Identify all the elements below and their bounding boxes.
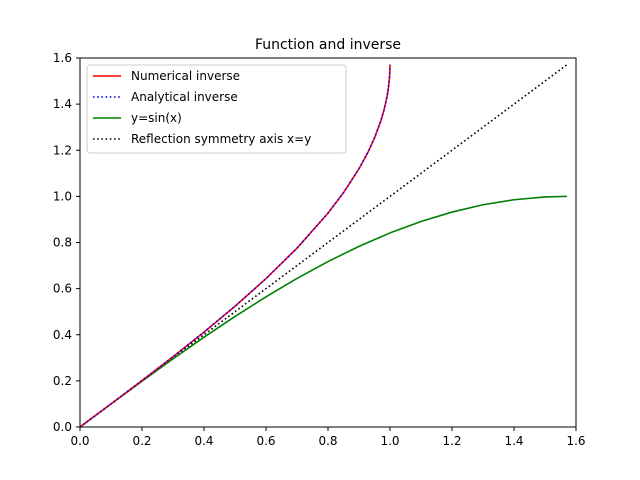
x-tick-label: 0.2 xyxy=(132,434,151,448)
y-tick-label: 1.2 xyxy=(53,143,72,157)
legend-label: Analytical inverse xyxy=(131,90,238,104)
legend-label: y=sin(x) xyxy=(131,111,182,125)
y-tick-label: 0.2 xyxy=(53,374,72,388)
legend-box xyxy=(86,64,347,154)
plot-area xyxy=(79,64,568,428)
y-tick-label: 0.4 xyxy=(53,328,72,342)
series-line-1 xyxy=(79,64,391,428)
series-line-2 xyxy=(79,195,567,428)
y-tick-label: 0.6 xyxy=(53,282,72,296)
chart-title: Function and inverse xyxy=(255,37,401,53)
x-tick-label: 1.4 xyxy=(504,434,523,448)
y-tick-label: 0.8 xyxy=(53,236,72,250)
x-tick-label: 0.4 xyxy=(194,434,213,448)
legend-label: Reflection symmetry axis x=y xyxy=(131,132,311,146)
y-tick-label: 1.4 xyxy=(53,97,72,111)
axis-ticks: 0.0 0.2 0.4 0.6 0.8 1.0 1.2 1.4 1.6 0.0 0.2 0.4 0.6 0… xyxy=(53,51,586,448)
y-tick-label: 1.0 xyxy=(53,189,72,203)
x-tick-label: 0.6 xyxy=(256,434,275,448)
x-tick-label: 1.2 xyxy=(442,434,461,448)
y-tick-label: 0.0 xyxy=(53,420,72,434)
x-tick-label: 1.0 xyxy=(380,434,399,448)
x-tick-label: 1.6 xyxy=(566,434,585,448)
y-tick-label: 1.6 xyxy=(53,51,72,65)
x-tick-label: 0.8 xyxy=(318,434,337,448)
legend: Numerical inverse Analytical inverse y=sin… xyxy=(86,64,347,154)
legend-label: Numerical inverse xyxy=(131,69,240,83)
x-tick-label: 0.0 xyxy=(70,434,89,448)
